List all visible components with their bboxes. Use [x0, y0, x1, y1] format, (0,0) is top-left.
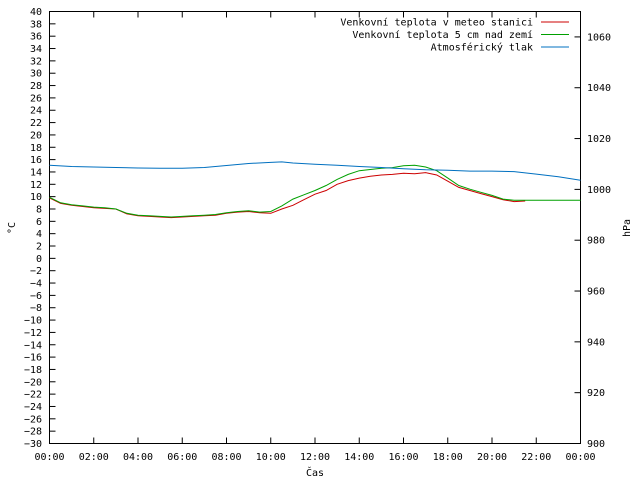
series-lines — [49, 161, 581, 219]
series-line-1 — [49, 172, 526, 219]
x-axis: 00:00 02:00 04:00 06:00 08:00 10:00 12:00 14:00… — [34, 11, 596, 463]
y-tick-label: 18 — [30, 143, 42, 154]
x-tick-label: 16:00 — [388, 452, 418, 463]
legend: Venkovní teplota v meteo staniciVenkovní… — [340, 17, 569, 54]
x-tick-label: 02:00 — [79, 452, 109, 463]
y-tick-label: 20 — [30, 130, 42, 141]
y-tick-label: −22 — [24, 390, 42, 401]
y-tick-label: −28 — [24, 427, 42, 438]
x-tick-label: 06:00 — [167, 452, 197, 463]
y-tick-label: 30 — [30, 69, 42, 80]
y-tick-label: −10 — [24, 316, 42, 327]
x-axis-label: Čas — [306, 466, 324, 479]
y-tick-label: 38 — [30, 19, 42, 30]
x-tick-label: 12:00 — [300, 452, 330, 463]
x-tick-label: 04:00 — [123, 452, 153, 463]
y-tick-label: 8 — [36, 204, 42, 215]
series-line-2 — [49, 164, 581, 218]
x-tick-label: 22:00 — [521, 452, 551, 463]
x-tick-label: 00:00 — [34, 452, 64, 463]
plot-frame — [49, 11, 581, 444]
y2-tick-label: 1060 — [587, 32, 611, 43]
y2-tick-label: 920 — [587, 388, 605, 399]
y-tick-label: 14 — [30, 167, 42, 178]
x-tick-label: 14:00 — [344, 452, 374, 463]
y-tick-label: 6 — [36, 217, 42, 228]
y-tick-label: −12 — [24, 328, 42, 339]
y2-tick-label: 1020 — [587, 134, 611, 145]
y2-tick-label: 1000 — [587, 185, 611, 196]
y2-tick-label: 940 — [587, 337, 605, 348]
y-tick-label: 16 — [30, 155, 42, 166]
y-tick-label: 28 — [30, 81, 42, 92]
y2-tick-label: 900 — [587, 439, 605, 450]
y-tick-label: 34 — [30, 44, 42, 55]
y-tick-label: 32 — [30, 56, 42, 67]
y-tick-label: 0 — [36, 254, 42, 265]
y2-tick-label: 980 — [587, 236, 605, 247]
y-tick-label: −24 — [24, 402, 42, 413]
x-tick-label: 00:00 — [565, 452, 595, 463]
y-tick-label: −20 — [24, 377, 42, 388]
y-tick-label: 24 — [30, 106, 42, 117]
y-tick-label: 26 — [30, 93, 42, 104]
y2-tick-label: 960 — [587, 287, 605, 298]
legend-label: Atmosférický tlak — [431, 42, 533, 54]
y-axis-label: °C — [7, 222, 18, 234]
y-tick-label: 4 — [36, 229, 42, 240]
legend-label: Venkovní teplota 5 cm nad zemí — [352, 29, 533, 41]
x-tick-label: 10:00 — [256, 452, 286, 463]
y-tick-label: 36 — [30, 32, 42, 43]
y-tick-label: −18 — [24, 365, 42, 376]
y-tick-label: −4 — [30, 279, 42, 290]
y-tick-label: 40 — [30, 7, 42, 18]
x-tick-label: 08:00 — [211, 452, 241, 463]
y-tick-label: −14 — [24, 340, 42, 351]
y-axis-right: 900 920 940 960 980 1000 1020 1040 1060 — [574, 32, 611, 450]
y-axis-left: −30−28−26−24−22−20−18−16−14−12−10−8−6−4−… — [24, 7, 56, 450]
x-tick-label: 18:00 — [433, 452, 463, 463]
y2-axis-label: hPa — [622, 219, 633, 237]
y-tick-label: −2 — [30, 266, 42, 277]
y-tick-label: 12 — [30, 180, 42, 191]
y-tick-label: 10 — [30, 192, 42, 203]
y-tick-label: 22 — [30, 118, 42, 129]
y-tick-label: −8 — [30, 303, 42, 314]
y-tick-label: −30 — [24, 439, 42, 450]
y-tick-label: −26 — [24, 414, 42, 425]
y-tick-label: 2 — [36, 242, 42, 253]
y2-tick-label: 1040 — [587, 83, 611, 94]
y-tick-label: −6 — [30, 291, 42, 302]
series-line-3 — [49, 161, 581, 181]
legend-label: Venkovní teplota v meteo stanici — [340, 17, 533, 29]
x-tick-label: 20:00 — [477, 452, 507, 463]
y-tick-label: −16 — [24, 353, 42, 364]
